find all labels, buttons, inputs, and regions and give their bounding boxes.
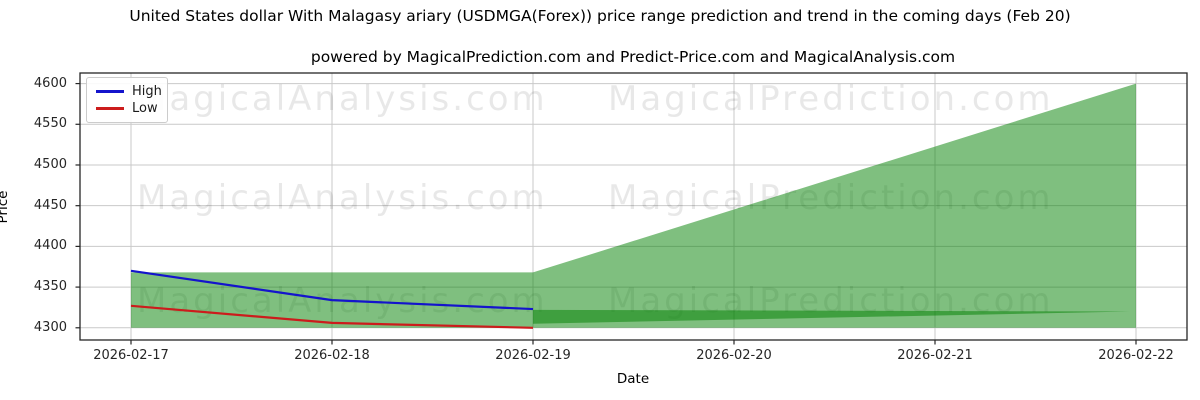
y-tick-label: 4500 bbox=[33, 156, 67, 172]
y-tick-label: 4550 bbox=[33, 116, 67, 132]
y-tick-label: 4300 bbox=[33, 319, 67, 335]
legend: High Low bbox=[86, 77, 168, 123]
y-tick-label: 4450 bbox=[33, 197, 67, 213]
x-axis-label: Date bbox=[616, 371, 650, 387]
y-tick-label: 4600 bbox=[33, 75, 67, 91]
legend-label-low: Low bbox=[132, 101, 158, 116]
x-tick-label: 2026-02-21 bbox=[897, 348, 973, 363]
legend-item-low: Low bbox=[96, 100, 158, 117]
watermark-text: MagicalAnalysis.com bbox=[137, 79, 548, 119]
legend-label-high: High bbox=[132, 84, 162, 99]
y-axis-label: Price bbox=[0, 190, 11, 224]
axis-ticks bbox=[75, 82, 1137, 345]
x-tick-label: 2026-02-19 bbox=[495, 348, 571, 363]
watermark-text: MagicalAnalysis.com bbox=[137, 178, 548, 218]
high-line bbox=[130, 269, 534, 311]
plot-frame bbox=[79, 72, 1188, 341]
forecast-range-band bbox=[533, 83, 1136, 328]
forecast-trend-band bbox=[533, 309, 1130, 324]
x-tick-label: 2026-02-22 bbox=[1098, 348, 1174, 363]
low-line bbox=[130, 304, 534, 329]
chart-title: United States dollar With Malagasy ariar… bbox=[129, 7, 1071, 25]
x-tick-label: 2026-02-17 bbox=[93, 348, 169, 363]
chart-subtitle: powered by MagicalPrediction.com and Pre… bbox=[310, 48, 956, 66]
y-tick-label: 4400 bbox=[33, 238, 67, 254]
x-tick-label: 2026-02-20 bbox=[696, 348, 772, 363]
watermark-text: MagicalPrediction.com bbox=[608, 79, 1054, 119]
high-line-swatch-icon bbox=[96, 90, 124, 93]
y-tick-label: 4350 bbox=[33, 279, 67, 295]
x-tick-label: 2026-02-18 bbox=[294, 348, 370, 363]
low-line-swatch-icon bbox=[96, 107, 124, 110]
legend-item-high: High bbox=[96, 83, 162, 100]
